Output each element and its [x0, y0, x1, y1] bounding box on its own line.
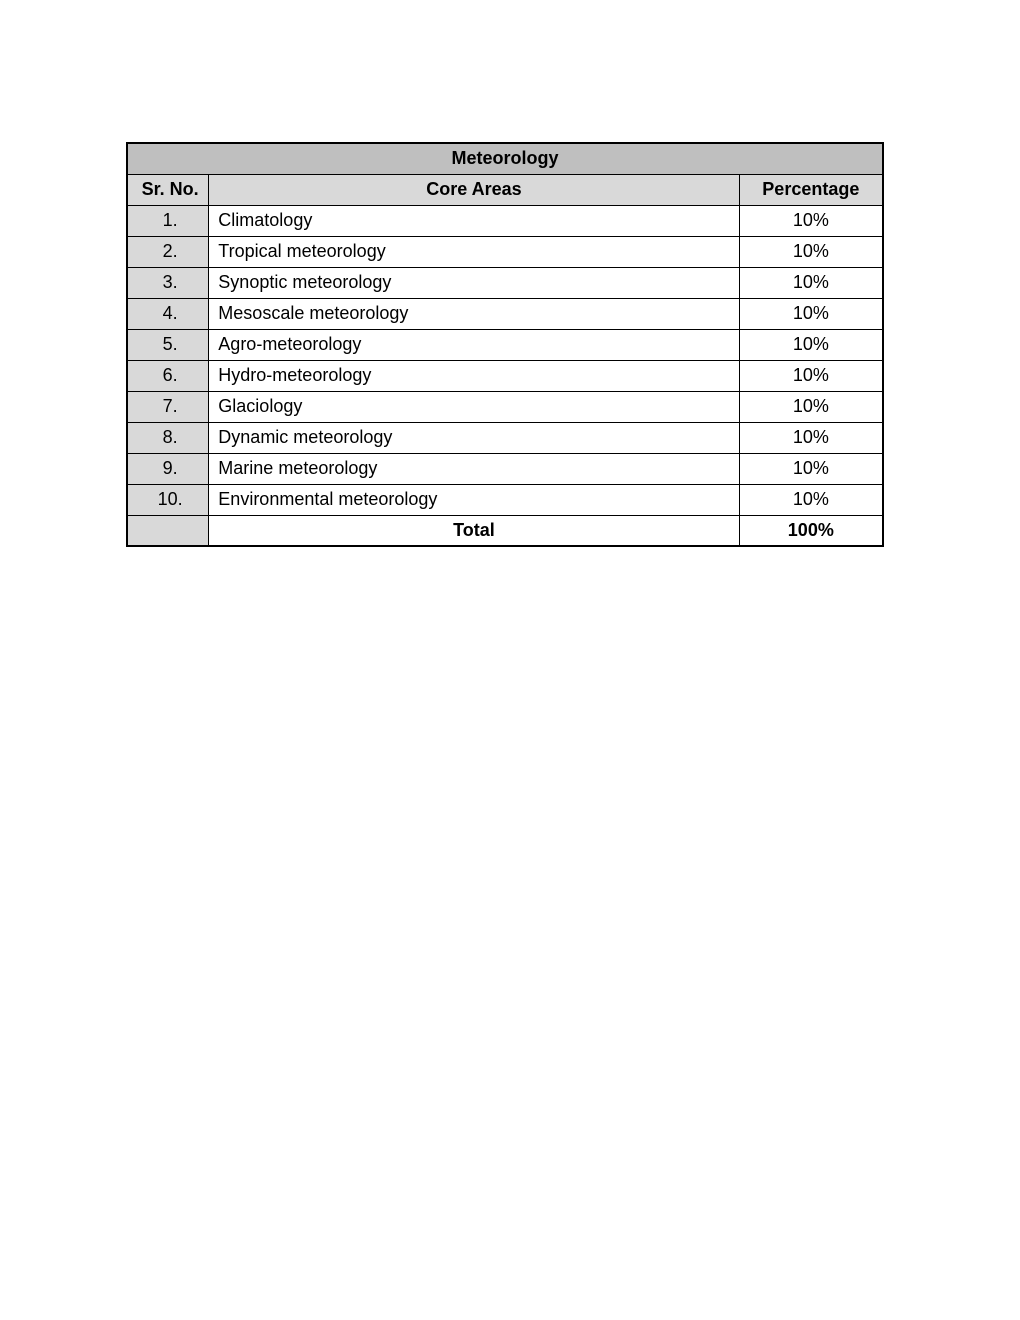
meteorology-table: Meteorology Sr. No. Core Areas Percentag…: [126, 142, 884, 547]
cell-sn: 3.: [127, 267, 209, 298]
cell-pct: 10%: [739, 267, 883, 298]
total-label: Total: [209, 515, 739, 546]
table-row: 5. Agro-meteorology 10%: [127, 329, 883, 360]
header-row: Sr. No. Core Areas Percentage: [127, 174, 883, 205]
cell-pct: 10%: [739, 298, 883, 329]
table-row: 7. Glaciology 10%: [127, 391, 883, 422]
cell-area: Agro-meteorology: [209, 329, 739, 360]
cell-sn: 2.: [127, 236, 209, 267]
cell-sn: 9.: [127, 453, 209, 484]
table-row: 2. Tropical meteorology 10%: [127, 236, 883, 267]
cell-sn: 1.: [127, 205, 209, 236]
table-body: 1. Climatology 10% 2. Tropical meteorolo…: [127, 205, 883, 546]
header-area: Core Areas: [209, 174, 739, 205]
cell-pct: 10%: [739, 205, 883, 236]
cell-pct: 10%: [739, 391, 883, 422]
cell-pct: 10%: [739, 360, 883, 391]
total-sn: [127, 515, 209, 546]
cell-area: Marine meteorology: [209, 453, 739, 484]
table-row: 4. Mesoscale meteorology 10%: [127, 298, 883, 329]
table-row: 9. Marine meteorology 10%: [127, 453, 883, 484]
cell-area: Hydro-meteorology: [209, 360, 739, 391]
cell-pct: 10%: [739, 484, 883, 515]
table-row: 8. Dynamic meteorology 10%: [127, 422, 883, 453]
table-row: 6. Hydro-meteorology 10%: [127, 360, 883, 391]
cell-area: Environmental meteorology: [209, 484, 739, 515]
cell-sn: 5.: [127, 329, 209, 360]
cell-area: Synoptic meteorology: [209, 267, 739, 298]
cell-sn: 7.: [127, 391, 209, 422]
total-pct: 100%: [739, 515, 883, 546]
total-row: Total 100%: [127, 515, 883, 546]
cell-area: Tropical meteorology: [209, 236, 739, 267]
cell-sn: 8.: [127, 422, 209, 453]
cell-sn: 6.: [127, 360, 209, 391]
cell-pct: 10%: [739, 422, 883, 453]
cell-pct: 10%: [739, 329, 883, 360]
cell-area: Glaciology: [209, 391, 739, 422]
header-pct: Percentage: [739, 174, 883, 205]
cell-area: Dynamic meteorology: [209, 422, 739, 453]
cell-sn: 10.: [127, 484, 209, 515]
table-row: 3. Synoptic meteorology 10%: [127, 267, 883, 298]
cell-area: Climatology: [209, 205, 739, 236]
cell-pct: 10%: [739, 453, 883, 484]
table-row: 1. Climatology 10%: [127, 205, 883, 236]
cell-sn: 4.: [127, 298, 209, 329]
cell-area: Mesoscale meteorology: [209, 298, 739, 329]
cell-pct: 10%: [739, 236, 883, 267]
table-row: 10. Environmental meteorology 10%: [127, 484, 883, 515]
header-sn: Sr. No.: [127, 174, 209, 205]
table-title: Meteorology: [127, 143, 883, 174]
title-row: Meteorology: [127, 143, 883, 174]
